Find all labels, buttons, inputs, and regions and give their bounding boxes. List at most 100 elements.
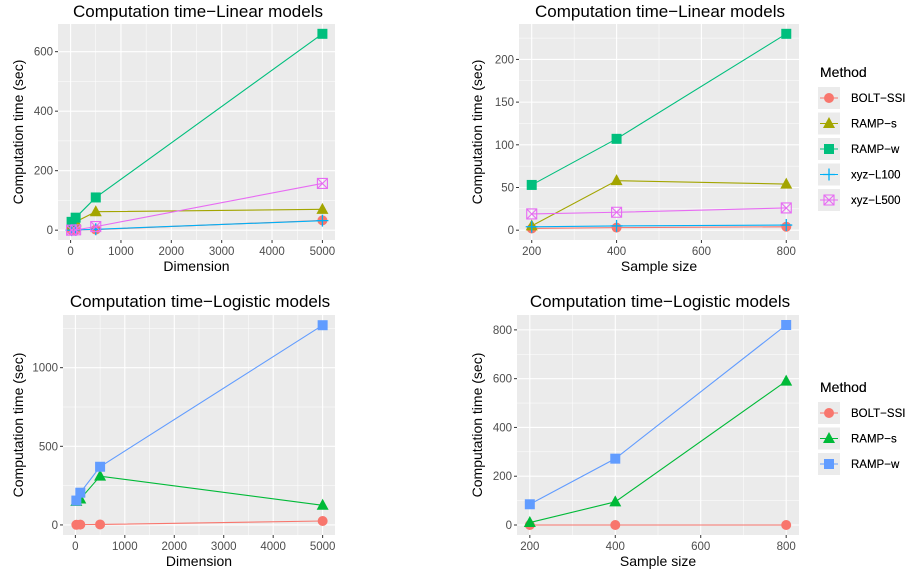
data-point [70,212,81,223]
data-point [316,498,329,510]
data-point [610,520,621,530]
x-tick-label: 800 [777,541,796,553]
series-line [71,182,323,231]
y-tick-label: 500 [39,441,58,453]
y-tick-label: 0 [508,225,514,237]
y-tick-label: 0 [52,520,58,532]
legend-label: BOLT−SSI [851,93,905,105]
x-tick-label: 800 [777,246,796,258]
series-boxx [66,177,328,236]
legend-key-marker [823,432,835,443]
data-point [75,519,86,530]
data-point [89,205,102,217]
legend-label: xyz−L100 [851,170,901,182]
chart-panel-1: 0 1000 2000 3000 4000 50000200400600Computati… [10,2,905,274]
legend-label: RAMP−s [851,119,897,131]
x-axis-label: Sample size [620,553,696,569]
legend-label: RAMP−w [851,459,900,471]
x-tick-label: 2000 [161,541,187,553]
legend-label: RAMP−w [851,144,900,156]
chart-title: Computation time−Logistic models [70,292,330,311]
data-point [70,224,82,236]
series-triangle [523,374,793,528]
data-point [525,220,538,233]
legend-key-marker [823,194,835,206]
chart-panel-2: 200 400 600 800 0 50 100 150 200 Computation time… [469,2,905,274]
x-tick-label: 600 [692,246,711,258]
chart-title: Computation time−Logistic models [530,292,790,311]
series-circle [71,516,328,530]
data-point [90,192,101,203]
legend-key-marker [824,408,834,418]
data-point [526,208,538,220]
data-point [780,177,793,189]
legend-key-marker [823,168,835,181]
y-tick-label: 50 [501,182,514,194]
x-tick-label: 3000 [209,246,235,258]
y-tick-label: 1000 [32,363,58,375]
x-axis-label: Dimension [163,258,229,274]
legend-label: xyz−L500 [851,195,901,207]
x-axis-label: Sample size [621,258,697,274]
series-square [66,28,328,227]
y-axis-label: Computation time (sec) [469,353,485,498]
legend-title: Method [820,379,867,395]
y-tick-label: 800 [493,325,512,337]
legend: Method BOLT−SSI RAMP−s RAMP−w [818,379,905,475]
y-tick-label: 0 [506,520,512,532]
data-point [610,174,623,186]
data-point [71,495,82,506]
series-square [71,320,328,506]
legend-key-marker [823,117,835,128]
x-tick-label: 3000 [211,541,237,553]
chart-title: Computation time−Linear models [73,2,323,21]
data-point [95,461,106,472]
data-point [523,516,536,528]
y-tick-label: 150 [495,97,514,109]
data-point [611,206,623,218]
y-tick-label: 600 [493,374,512,386]
y-tick-label: 200 [493,471,512,483]
legend-label: RAMP−s [851,434,897,446]
y-tick-label: 100 [495,140,514,152]
legend-label: RAMP−s [851,119,897,131]
data-point [610,453,621,464]
legend-key-marker [824,144,834,154]
data-point [780,219,793,232]
data-point [316,214,329,227]
legend: Method BOLT−SSI RAMP−s RAMP−w xyz−L100 xyz−L5… [818,64,905,211]
data-point [317,516,328,527]
data-point [781,320,792,330]
data-point [75,487,86,498]
data-point [780,202,792,214]
data-point [780,374,793,386]
x-tick-label: 400 [607,246,626,258]
series-plus [525,219,793,233]
legend-label: xyz−L500 [851,195,901,207]
chart-panel-3: 0 1000 2000 3000 4000 500005001000Computation… [10,292,905,569]
legend: Method BOLT−SSI RAMP−s RAMP−w xyz−L100 xyz−L5… [818,64,905,211]
data-point [90,221,102,233]
legend-title: Method [820,379,867,395]
x-tick-label: 4000 [259,246,285,258]
x-tick-label: 2000 [159,246,185,258]
legend-label: BOLT−SSI [851,408,905,420]
x-axis-label: Dimension [166,553,232,569]
series-boxx [526,202,792,220]
legend-label: BOLT−SSI [851,408,905,420]
legend-label: RAMP−w [851,459,900,471]
legend-key-marker [824,93,834,103]
data-point [781,28,792,39]
data-point [609,495,622,507]
series-square [526,28,792,190]
legend-title: Method [820,64,867,80]
x-tick-label: 200 [520,541,539,553]
data-point [94,469,107,481]
x-tick-label: 5000 [310,541,336,553]
data-point [611,133,622,144]
data-point [316,177,328,190]
legend-label: BOLT−SSI [851,93,905,105]
data-point [526,179,537,190]
data-point [89,223,102,236]
